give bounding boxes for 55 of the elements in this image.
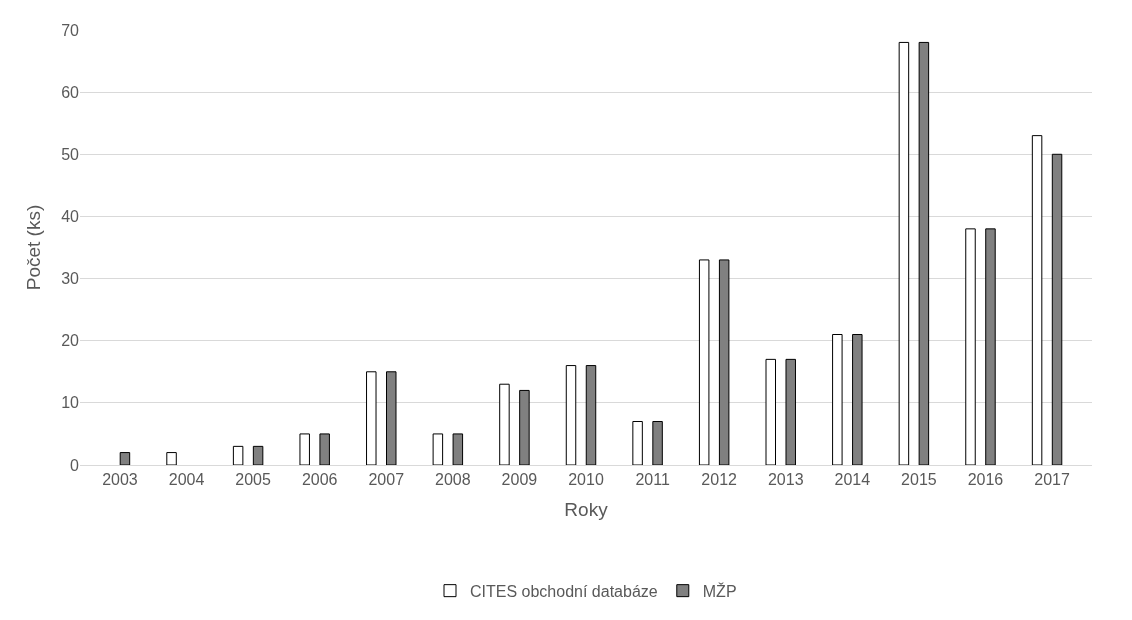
legend-label: MŽP	[702, 581, 737, 600]
x-tick-label: 2010	[568, 471, 604, 489]
bar	[698, 259, 710, 465]
x-tick-label: 2013	[767, 471, 804, 489]
bar	[166, 452, 177, 465]
y-tick-label: 30	[61, 270, 80, 288]
bar	[319, 433, 330, 465]
bar	[432, 433, 444, 465]
bar	[785, 358, 796, 465]
x-axis-title: Roky	[564, 499, 609, 520]
bar	[299, 433, 310, 465]
y-tick-label: 40	[61, 208, 80, 226]
y-tick-label: 20	[61, 332, 80, 350]
y-tick-label: 0	[70, 456, 80, 474]
x-tick-label: 2005	[235, 471, 272, 489]
bar	[652, 421, 663, 465]
y-tick-label: 50	[61, 145, 80, 163]
x-tick-label: 2006	[301, 471, 338, 489]
x-tick-label: 2014	[834, 471, 871, 489]
bar	[765, 358, 776, 465]
bar	[898, 41, 910, 465]
y-tick-label: 10	[61, 394, 80, 412]
bar	[252, 445, 264, 465]
y-tick-label: 60	[61, 83, 80, 101]
bar	[1031, 135, 1043, 465]
y-tick-label: 70	[61, 21, 80, 39]
bar	[565, 365, 577, 465]
bar	[452, 433, 464, 465]
x-tick-label: 2004	[168, 471, 205, 489]
bar	[718, 259, 730, 465]
bar	[386, 371, 397, 465]
y-axis-title: Počet (ks)	[23, 204, 45, 291]
x-tick-label: 2009	[501, 471, 538, 489]
bar	[119, 452, 131, 465]
x-tick-label: 2015	[901, 471, 937, 489]
bar	[985, 228, 996, 465]
bar	[519, 389, 530, 465]
legend-label: CITES obchodní databáze	[470, 582, 658, 600]
bar	[918, 41, 930, 465]
x-tick-label: 2008	[435, 471, 471, 489]
x-tick-label: 2007	[368, 471, 405, 489]
bar	[1051, 153, 1063, 465]
x-tick-label: 2017	[1034, 471, 1070, 489]
x-tick-label: 2003	[102, 471, 138, 489]
bar	[632, 421, 643, 465]
x-tick-label: 2012	[701, 471, 738, 489]
x-tick-label: 2016	[967, 471, 1004, 489]
bar	[232, 445, 244, 465]
bar	[366, 371, 377, 465]
bar	[965, 228, 976, 465]
bar	[852, 334, 863, 465]
bar	[585, 365, 597, 465]
bar	[499, 383, 510, 465]
bar	[832, 334, 843, 465]
x-tick-label: 2011	[635, 471, 670, 489]
